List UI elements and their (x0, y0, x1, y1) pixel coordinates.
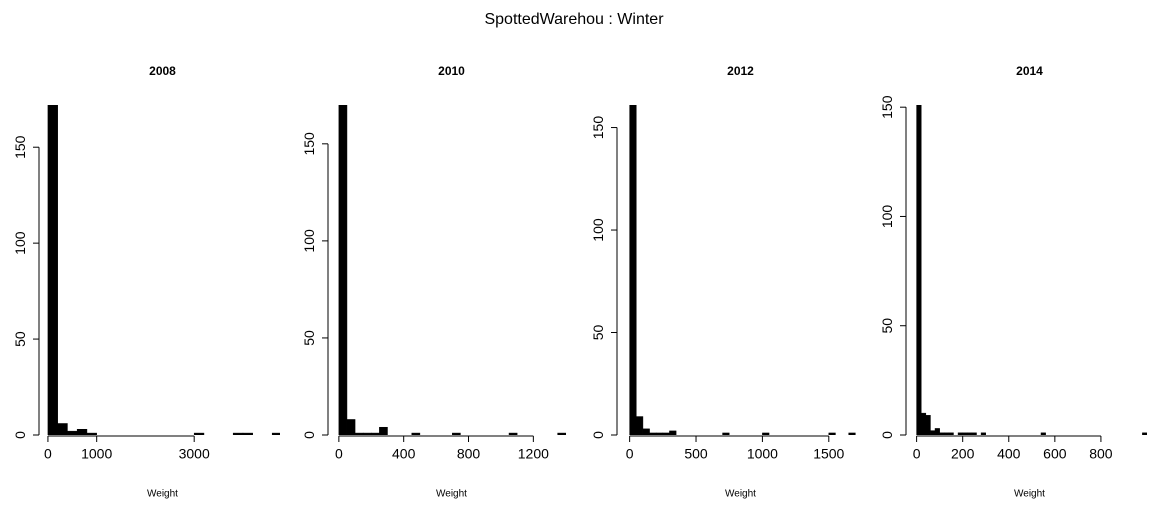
bar (722, 432, 730, 435)
bar (629, 105, 637, 435)
bar (76, 428, 88, 435)
x-tick-label: 3000 (179, 446, 210, 462)
x-tick-label: 500 (684, 446, 708, 462)
bar (934, 428, 940, 435)
x-tick-label: 1000 (747, 446, 778, 462)
panel-title: 2008 (149, 64, 176, 78)
x-tick-label: 600 (1043, 446, 1067, 462)
bar (242, 432, 253, 435)
panel-title: 2012 (727, 64, 754, 78)
bar (47, 105, 58, 435)
bar (662, 432, 670, 435)
bar (971, 432, 977, 435)
y-tick-label: 100 (301, 229, 317, 253)
bar (962, 432, 968, 435)
x-tick-label: 0 (335, 446, 343, 462)
x-tick-label: 0 (626, 446, 634, 462)
x-axis-label: Weight (725, 489, 756, 500)
bar (655, 432, 664, 435)
y-tick-label: 50 (12, 331, 28, 347)
x-tick-label: 0 (44, 446, 52, 462)
plot-area (916, 105, 1147, 435)
bar (354, 432, 364, 435)
bar (828, 432, 836, 435)
bar (411, 432, 421, 435)
bar (1142, 432, 1147, 435)
x-tick-label: 1200 (518, 446, 549, 462)
x-tick-label: 1500 (813, 446, 844, 462)
bar (193, 432, 205, 435)
y-tick-label: 0 (301, 431, 317, 439)
y-tick-label: 50 (879, 318, 895, 334)
chart-title: SpottedWarehou : Winter (484, 11, 664, 28)
bar (362, 432, 372, 435)
bar (916, 105, 922, 435)
panel-title: 2010 (438, 64, 465, 78)
bar (980, 432, 986, 435)
bar (920, 412, 927, 435)
y-tick-label: 0 (590, 431, 606, 439)
x-axis-label: Weight (1014, 489, 1045, 500)
y-tick-label: 100 (590, 218, 606, 242)
y-tick-label: 50 (301, 330, 317, 346)
bar (346, 419, 356, 435)
bar (848, 432, 856, 435)
x-axis-label: Weight (147, 489, 178, 500)
x-axis-label: Weight (436, 489, 467, 500)
bar (508, 432, 518, 435)
panel-title: 2014 (1016, 64, 1043, 78)
bar (944, 432, 950, 435)
y-tick-label: 150 (12, 135, 28, 159)
bar (371, 432, 380, 435)
bar (762, 432, 770, 435)
bar (86, 432, 97, 435)
bar (939, 432, 945, 435)
bar (452, 432, 461, 435)
bar (669, 430, 677, 435)
x-tick-label: 400 (392, 446, 416, 462)
x-tick-label: 400 (997, 446, 1021, 462)
bar (930, 430, 936, 435)
bar (957, 432, 963, 435)
bar (649, 432, 657, 435)
bar (379, 426, 388, 435)
y-tick-label: 0 (879, 431, 895, 439)
y-tick-label: 100 (12, 231, 28, 255)
bar (271, 432, 280, 435)
plot-area (47, 105, 280, 435)
bar (948, 432, 954, 435)
y-tick-label: 0 (12, 431, 28, 439)
y-tick-label: 150 (879, 95, 895, 119)
x-tick-label: 800 (457, 446, 481, 462)
plot-area (338, 105, 567, 435)
y-tick-label: 50 (590, 325, 606, 341)
bar (57, 423, 68, 435)
bar (967, 432, 973, 435)
x-tick-label: 800 (1089, 446, 1113, 462)
bar (925, 415, 931, 435)
plot-area (629, 105, 856, 435)
x-tick-label: 1000 (81, 446, 112, 462)
y-tick-label: 100 (879, 205, 895, 229)
bar (642, 428, 650, 435)
x-tick-label: 0 (913, 446, 921, 462)
y-tick-label: 150 (590, 116, 606, 140)
bar (636, 416, 644, 435)
bar (557, 432, 567, 435)
x-tick-label: 200 (951, 446, 975, 462)
bar (338, 105, 348, 435)
bar (1040, 432, 1046, 435)
y-tick-label: 150 (301, 132, 317, 156)
bar (67, 430, 78, 435)
bar (232, 432, 244, 435)
